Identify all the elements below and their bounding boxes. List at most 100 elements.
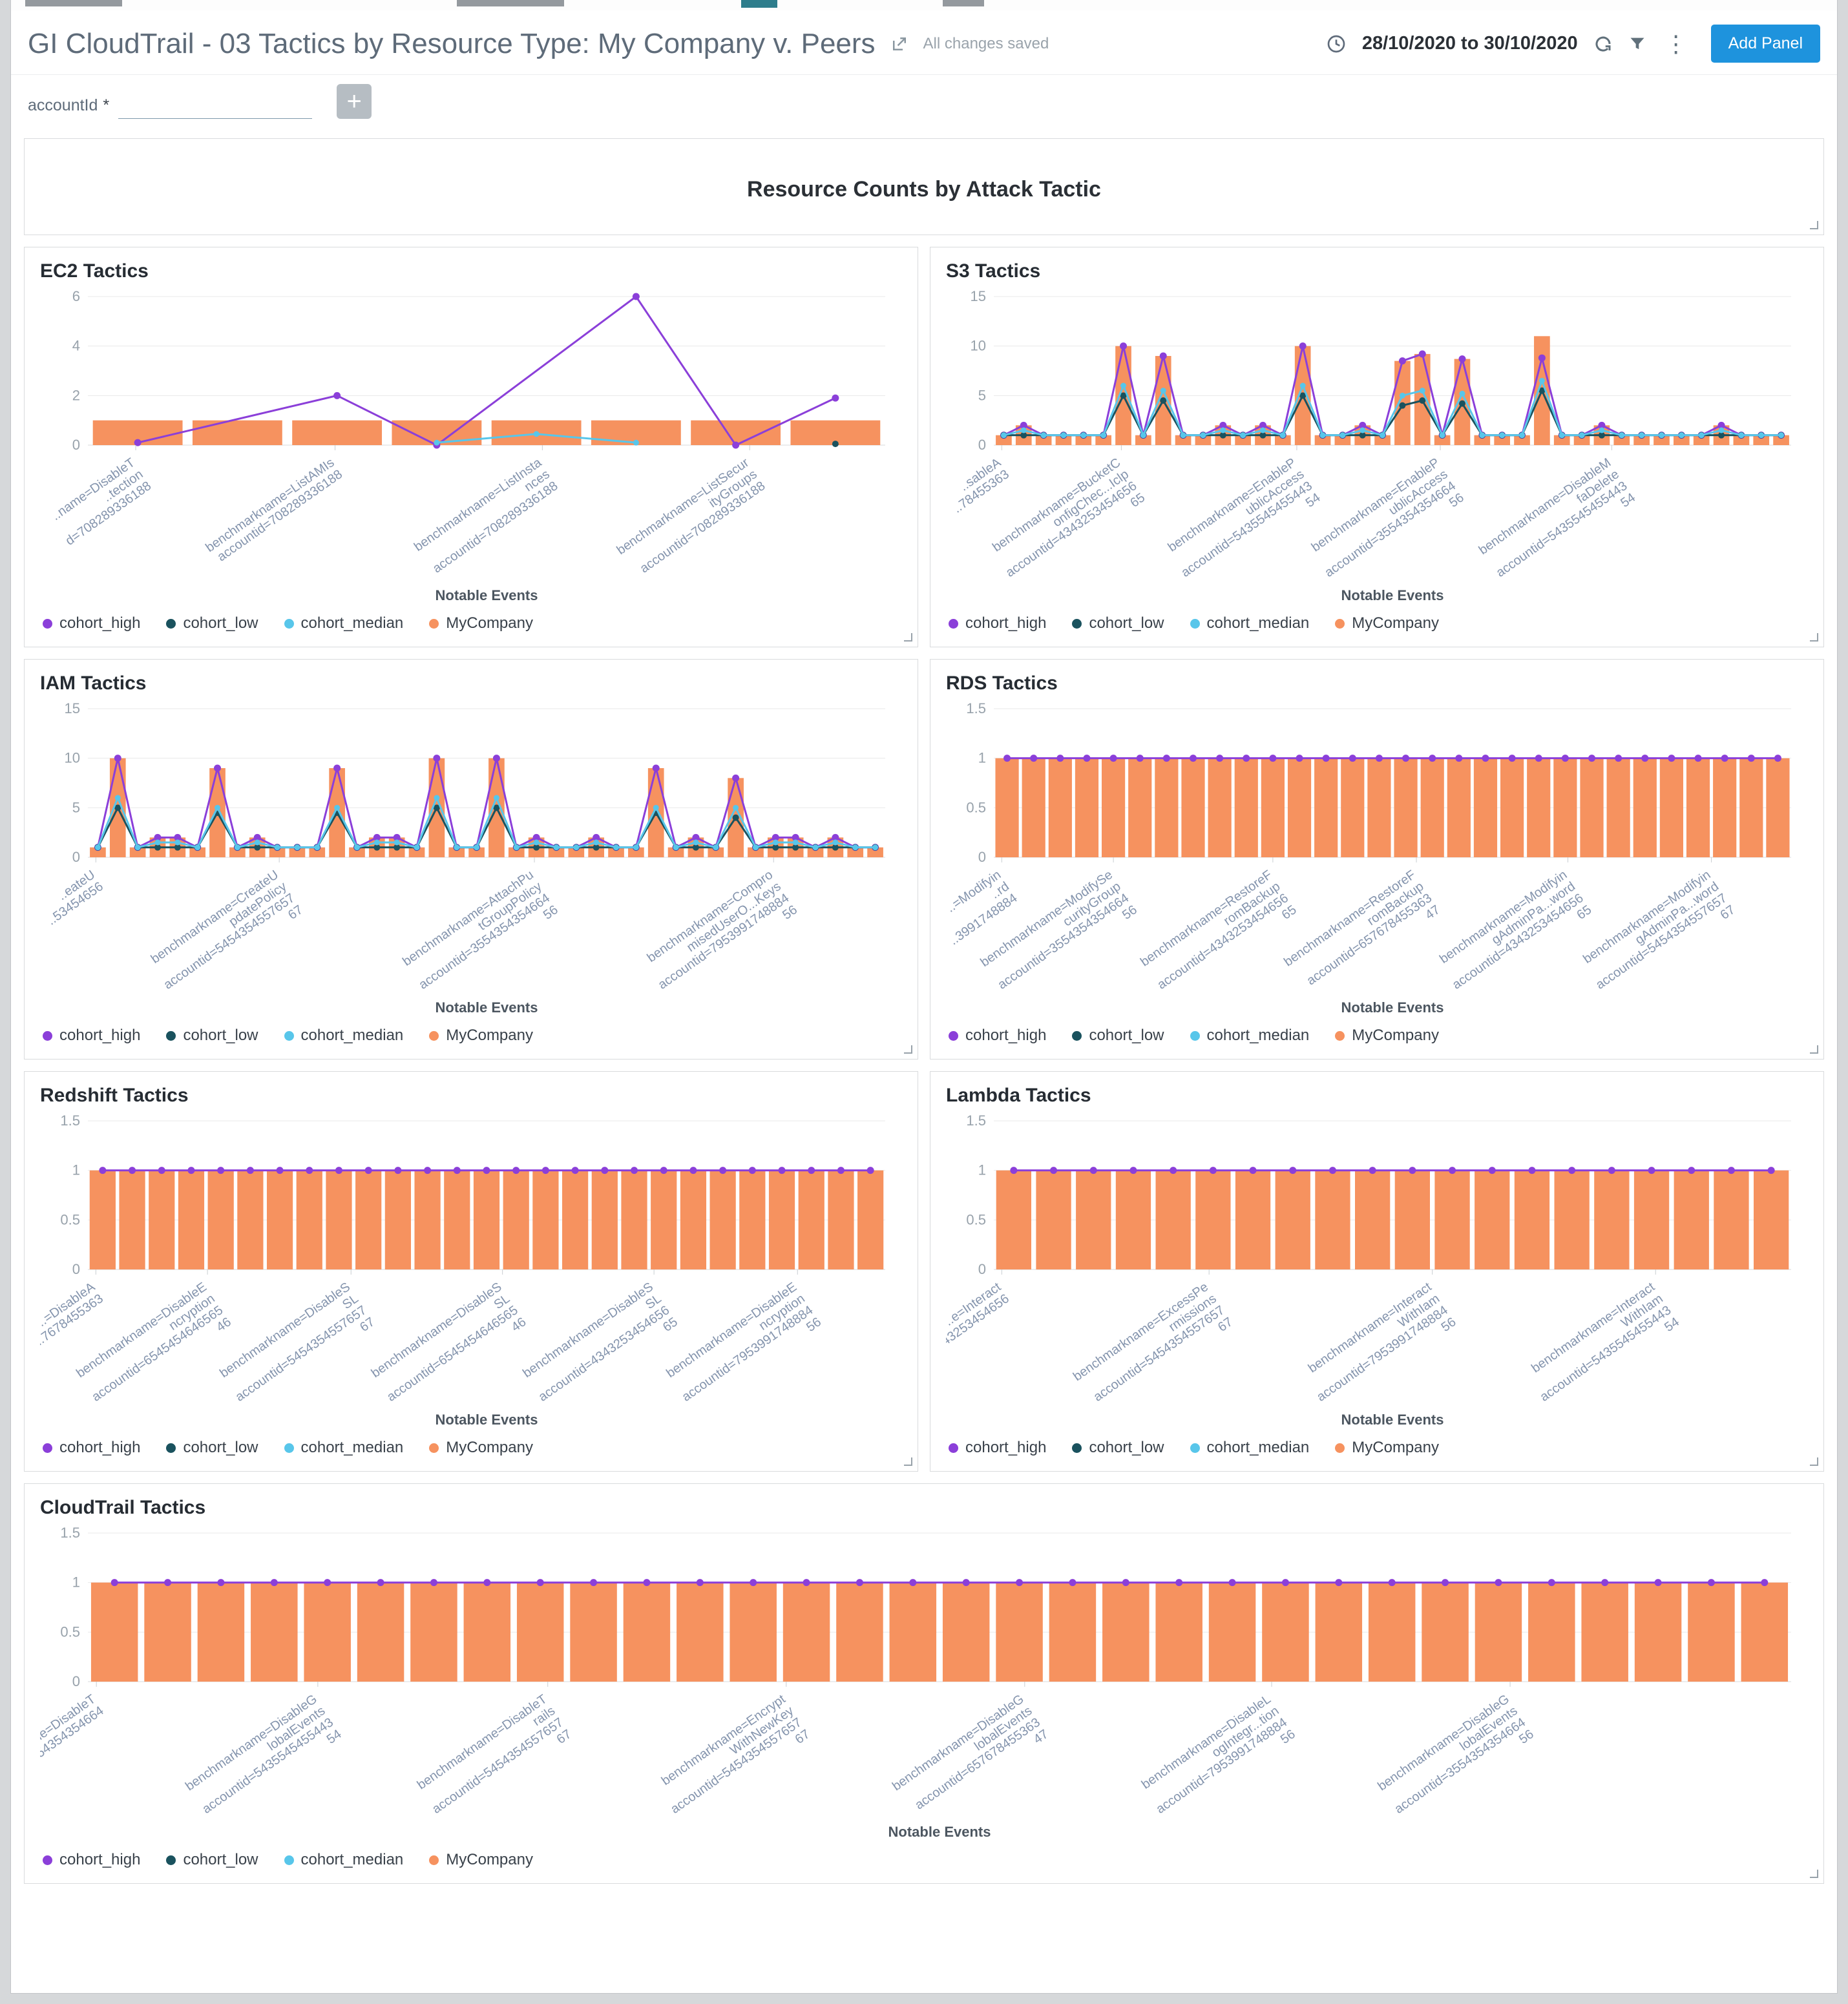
lambda-tactics-chart[interactable]: 0 0.5 1 1.5 ..e=Interact..343253454656 benchm… <box>927 1111 1808 1434</box>
panel-resize-handle[interactable] <box>1810 633 1818 642</box>
svg-text:0.5: 0.5 <box>966 799 986 815</box>
legend-item[interactable]: cohort_low <box>166 1439 258 1457</box>
legend-item[interactable]: cohort_high <box>43 1439 140 1457</box>
legend-item[interactable]: cohort_low <box>166 1851 258 1869</box>
legend-swatch-icon <box>1335 618 1345 629</box>
panel-ec2-tactics: EC2 Tactics 0 2 4 6 ..name=DisableT..tection… <box>24 247 918 647</box>
svg-text:benchmarkname=ModifyingAdminPa: benchmarkname=ModifyingAdminPa...wordacc… <box>1577 868 1738 1004</box>
legend-item[interactable]: cohort_low <box>1072 614 1164 632</box>
panel-resize-handle[interactable] <box>1810 1870 1818 1878</box>
ec2-tactics-chart[interactable]: 0 2 4 6 ..name=DisableT..tectiond=7082893361… <box>40 286 902 609</box>
chart-title: CloudTrail Tactics <box>40 1497 206 1518</box>
filter-icon[interactable] <box>1628 35 1646 53</box>
accountid-input[interactable] <box>118 93 313 119</box>
legend-item[interactable]: cohort_median <box>1190 1439 1309 1457</box>
browser-tab-strip <box>11 0 1837 10</box>
svg-text:..e=Interact..343253454656: ..e=Interact..343253454656 <box>946 1280 1012 1357</box>
refresh-icon[interactable] <box>1593 34 1613 54</box>
legend-item[interactable]: cohort_median <box>1190 1027 1309 1045</box>
legend-item[interactable]: MyCompany <box>429 1027 533 1045</box>
chart-legend: cohort_high cohort_low cohort_median MyComp… <box>946 609 1808 639</box>
legend-item[interactable]: cohort_low <box>166 614 258 632</box>
legend-item[interactable]: cohort_median <box>284 1027 403 1045</box>
legend-item[interactable]: cohort_median <box>284 1439 403 1457</box>
chart-legend: cohort_high cohort_low cohort_median MyComp… <box>946 1021 1808 1051</box>
legend-swatch-icon <box>284 618 294 629</box>
legend-item[interactable]: MyCompany <box>1335 614 1439 632</box>
legend-item[interactable]: cohort_low <box>166 1027 258 1045</box>
chart-legend: cohort_high cohort_low cohort_median MyComp… <box>40 1021 902 1051</box>
svg-text:..ne=DisableT..554354354664: ..ne=DisableT..554354354664 <box>40 1692 107 1769</box>
legend-swatch-icon <box>166 1855 176 1865</box>
legend-item[interactable]: cohort_high <box>43 614 140 632</box>
panel-resize-handle[interactable] <box>1810 221 1818 229</box>
page: GI CloudTrail - 03 Tactics by Resource T… <box>10 0 1838 1994</box>
legend-swatch-icon <box>1072 618 1082 629</box>
autosave-status: All changes saved <box>923 34 1049 52</box>
legend-item[interactable]: cohort_median <box>1190 614 1309 632</box>
date-range-picker[interactable]: 28/10/2020 to 30/10/2020 <box>1361 33 1578 54</box>
legend-item[interactable]: MyCompany <box>429 614 533 632</box>
panel-resize-handle[interactable] <box>1810 1045 1818 1054</box>
redshift-tactics-chart[interactable]: 0 0.5 1 1.5 ..=DisableA..7678455363 benchmark… <box>33 1111 902 1434</box>
legend-item[interactable]: cohort_low <box>1072 1439 1164 1457</box>
panel-resize-handle[interactable] <box>904 1045 912 1054</box>
legend-swatch-icon <box>43 1855 52 1865</box>
header-right: 28/10/2020 to 30/10/2020 ⋮ Add Panel <box>1326 25 1820 63</box>
iam-tactics-chart[interactable]: 0 5 10 15 ..eateU..53454656 benchmarkname=Cre… <box>40 698 902 1021</box>
legend-item[interactable]: cohort_high <box>949 1027 1046 1045</box>
svg-text:benchmarkname=EnablePublicAcce: benchmarkname=EnablePublicAccessaccounti… <box>1162 455 1323 592</box>
clock-icon[interactable] <box>1326 34 1347 54</box>
legend-swatch-icon <box>1072 1030 1082 1041</box>
panel-resize-handle[interactable] <box>904 633 912 642</box>
add-filter-button[interactable]: + <box>337 84 372 119</box>
legend-item[interactable]: cohort_low <box>1072 1027 1164 1045</box>
legend-item[interactable]: cohort_high <box>43 1027 140 1045</box>
chart-title: RDS Tactics <box>946 673 1058 694</box>
legend-item[interactable]: cohort_median <box>284 1851 403 1869</box>
svg-text:benchmarkname=AttachPutGroupPo: benchmarkname=AttachPutGroupPolicyaccoun… <box>400 868 561 1004</box>
panel-resize-handle[interactable] <box>904 1457 912 1466</box>
svg-text:0.5: 0.5 <box>60 1623 80 1640</box>
panel-resize-handle[interactable] <box>1810 1457 1818 1466</box>
svg-text:benchmarkname=EncryptWithNewKe: benchmarkname=EncryptWithNewKeyaccountid… <box>652 1692 813 1828</box>
add-panel-button[interactable]: Add Panel <box>1710 25 1820 63</box>
legend-item[interactable]: cohort_high <box>949 614 1046 632</box>
svg-text:0: 0 <box>978 437 986 453</box>
svg-text:1.5: 1.5 <box>60 1525 80 1541</box>
legend-swatch-icon <box>949 618 958 629</box>
legend-item[interactable]: cohort_median <box>284 614 403 632</box>
svg-text:benchmarkname=ListSecurityGrou: benchmarkname=ListSecurityGroupsaccounti… <box>614 455 768 581</box>
svg-text:..sableA..78455363: ..sableA..78455363 <box>946 455 1012 516</box>
chart-legend: cohort_high cohort_low cohort_median MyComp… <box>40 1846 1808 1875</box>
legend-item[interactable]: MyCompany <box>1335 1439 1439 1457</box>
svg-text:Notable Events: Notable Events <box>1341 1412 1444 1428</box>
legend-item[interactable]: cohort_high <box>43 1851 140 1869</box>
panel-s3-tactics: S3 Tactics 0 5 10 15 ..sableA..78455363 bench… <box>930 247 1824 647</box>
svg-text:Notable Events: Notable Events <box>436 587 538 603</box>
legend-swatch-icon <box>429 618 439 629</box>
kebab-menu-icon[interactable]: ⋮ <box>1664 30 1688 57</box>
export-share-icon[interactable] <box>890 34 909 54</box>
s3-tactics-chart[interactable]: 0 5 10 15 ..sableA..78455363 benchmarkname=Bu… <box>946 286 1808 609</box>
svg-text:benchmarkname=RestoreFromBacku: benchmarkname=RestoreFromBackupaccountid… <box>1281 868 1442 1004</box>
rds-tactics-chart[interactable]: 0 0.5 1 1.5 ..=Modifyin..rd..3991748884 bench… <box>944 698 1808 1021</box>
legend-item[interactable]: MyCompany <box>1335 1027 1439 1045</box>
svg-text:benchmarkname=DisableGlobalEve: benchmarkname=DisableGlobalEventsaccount… <box>1375 1692 1536 1828</box>
svg-text:4: 4 <box>72 338 80 354</box>
svg-text:benchmarkname=DisableSSLaccoun: benchmarkname=DisableSSLaccountid=654545… <box>368 1280 529 1416</box>
panel-resource-counts-title: Resource Counts by Attack Tactic <box>24 138 1824 235</box>
svg-text:..name=DisableT..tectiond=7082: ..name=DisableT..tectiond=708289336188 <box>47 455 154 548</box>
chart-legend: cohort_high cohort_low cohort_median MyComp… <box>40 1434 902 1463</box>
legend-swatch-icon <box>166 618 176 629</box>
chart-title: Lambda Tactics <box>946 1085 1091 1106</box>
legend-item[interactable]: MyCompany <box>429 1851 533 1869</box>
chart-title: S3 Tactics <box>946 260 1041 282</box>
svg-text:1: 1 <box>978 750 986 766</box>
svg-text:0: 0 <box>72 849 80 865</box>
legend-item[interactable]: cohort_high <box>949 1439 1046 1457</box>
legend-item[interactable]: MyCompany <box>429 1439 533 1457</box>
legend-swatch-icon <box>1072 1443 1082 1453</box>
panel-lambda-tactics: Lambda Tactics 0 0.5 1 1.5 ..e=Interact..343… <box>927 1071 1824 1472</box>
cloudtrail-tactics-chart[interactable]: 0 0.5 1 1.5 ..ne=DisableT..554354354664 bench… <box>22 1523 1808 1846</box>
